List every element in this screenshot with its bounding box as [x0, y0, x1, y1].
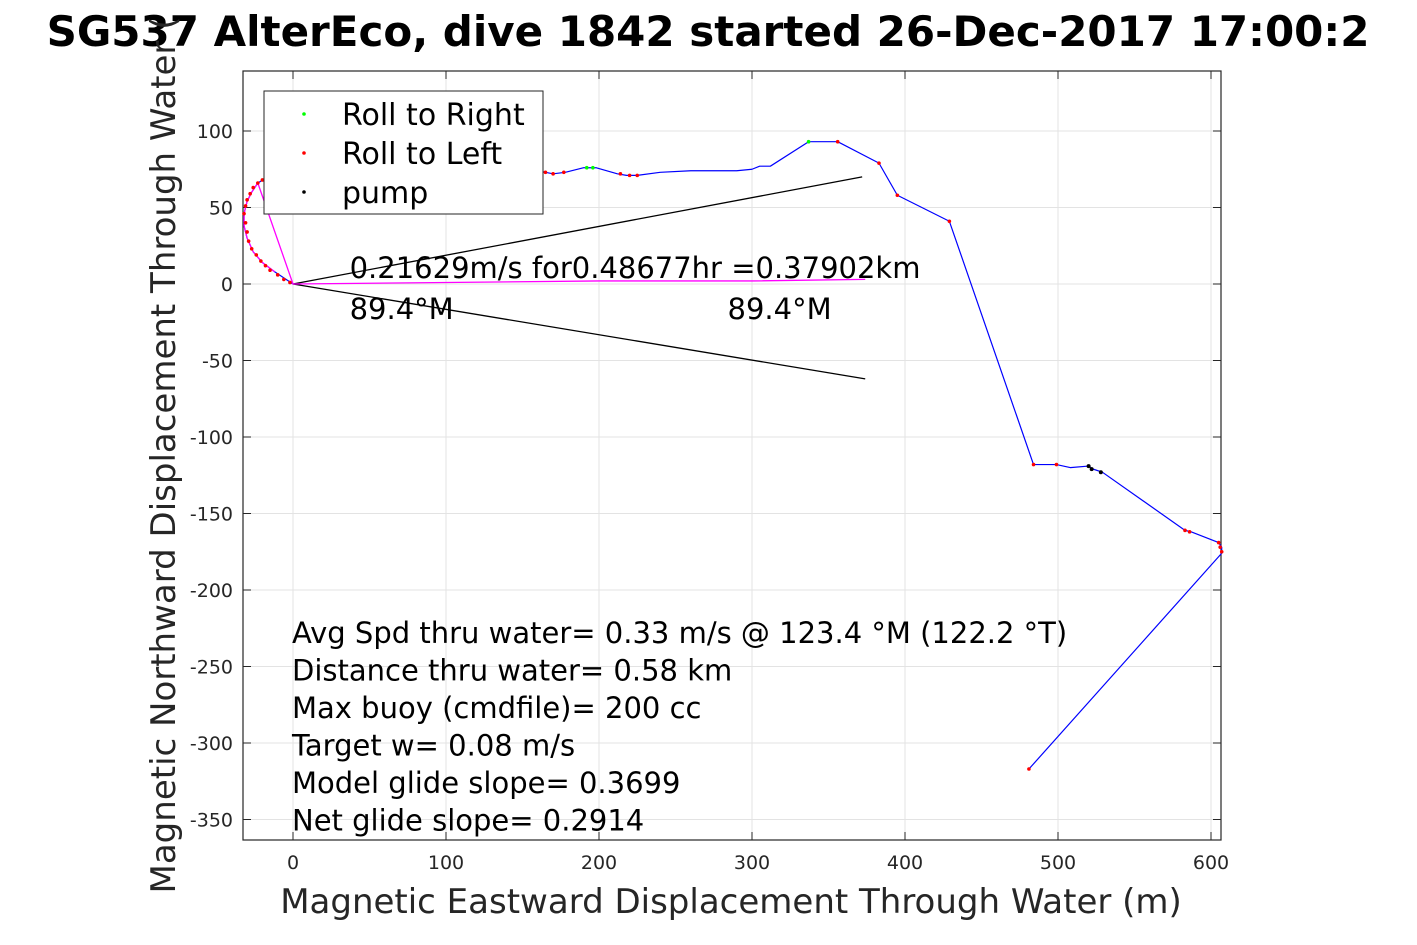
y-axis-label: Magnetic Northward Displacement Through … — [144, 17, 184, 894]
y-tick-label: -350 — [190, 810, 233, 832]
legend-entry: Roll to Left — [342, 137, 502, 172]
y-tick-labels: 100 50 0 -50 -100 -150 -200 -250 -300 -350 — [190, 121, 233, 832]
roll-left-point — [260, 178, 265, 182]
legend-marker — [302, 151, 306, 155]
roll-left-point — [263, 263, 268, 268]
roll-left-point — [895, 193, 900, 198]
x-tick-label: 200 — [581, 852, 617, 874]
x-tick-label: 0 — [287, 852, 299, 874]
roll-left-point — [1183, 528, 1187, 533]
heading-annotation: 89.4°M — [728, 292, 832, 326]
x-axis-label: Magnetic Eastward Displacement Through W… — [280, 882, 1182, 922]
x-tick-label: 100 — [428, 852, 464, 874]
roll-left-point — [268, 268, 272, 273]
roll-left-point — [288, 280, 292, 285]
legend-entry: pump — [342, 176, 428, 211]
y-tick-label: -100 — [190, 427, 233, 449]
info-text-block: Avg Spd thru water= 0.33 m/s @ 123.4 °M … — [291, 616, 1067, 838]
y-tick-label: -250 — [190, 657, 233, 679]
info-line: Target w= 0.08 m/s — [291, 729, 575, 763]
x-tick-label: 300 — [734, 852, 770, 874]
roll-left-point — [256, 181, 260, 185]
wedge-line — [292, 283, 866, 380]
roll-left-point — [251, 185, 256, 190]
legend-entry: Roll to Right — [342, 98, 525, 133]
y-tick-label: 50 — [209, 198, 233, 220]
heading-wedge — [292, 176, 866, 380]
info-line: Max buoy (cmdfile)= 200 cc — [292, 691, 701, 725]
info-line: Avg Spd thru water= 0.33 m/s @ 123.4 °M … — [292, 616, 1067, 650]
plot-area — [242, 70, 1222, 841]
roll-left-point — [1218, 545, 1222, 549]
roll-left-point — [947, 219, 952, 224]
roll-left-point — [249, 247, 254, 251]
legend: Roll to Right Roll to Left pump — [263, 90, 544, 215]
pump-point — [1089, 467, 1094, 472]
roll-left-point — [243, 221, 248, 225]
roll-left-point — [245, 198, 249, 202]
roll-left-point — [259, 259, 263, 263]
y-tick-label: -150 — [190, 504, 233, 526]
roll-left-point — [1219, 549, 1224, 554]
y-tick-label: -300 — [190, 733, 233, 755]
roll-left-point — [551, 172, 555, 176]
roll-left-point — [242, 211, 246, 216]
roll-left-point — [282, 277, 286, 282]
y-tick-label: 100 — [197, 121, 233, 143]
roll-left-point — [245, 230, 249, 234]
roll-left-point — [618, 172, 623, 176]
roll-left-point — [877, 161, 881, 165]
heading-annotation: 89.4°M — [350, 292, 454, 326]
legend-marker — [302, 190, 306, 194]
info-line: Distance thru water= 0.58 km — [292, 654, 732, 688]
roll-left-point — [1027, 767, 1031, 771]
heading-annotation: 0.21629m/s for0.48677hr =0.37902km — [350, 251, 921, 285]
roll-left-point — [1054, 462, 1059, 467]
legend-marker — [302, 112, 306, 116]
y-tick-label: -200 — [190, 580, 233, 602]
x-tick-label: 500 — [1040, 852, 1076, 874]
roll-left-point — [835, 139, 840, 144]
track-markers — [242, 139, 1224, 771]
roll-left-point — [254, 253, 259, 257]
roll-left-point — [1031, 462, 1036, 467]
x-tick-label: 600 — [1193, 852, 1229, 874]
roll-right-point — [806, 139, 811, 144]
y-tick-label: -50 — [202, 351, 233, 373]
roll-left-point — [243, 204, 248, 208]
pump-point — [1098, 470, 1103, 475]
chart-title: SG537 AlterEco, dive 1842 started 26-Dec… — [47, 7, 1370, 56]
legend-box — [263, 90, 544, 215]
grid-lines — [243, 71, 1221, 840]
roll-left-point — [246, 239, 251, 243]
y-tick-label: 0 — [221, 274, 233, 296]
roll-left-point — [562, 170, 566, 175]
roll-left-point — [248, 191, 252, 196]
info-line: Net glide slope= 0.2914 — [292, 804, 644, 838]
roll-left-point — [1216, 540, 1221, 545]
info-line: Model glide slope= 0.3699 — [292, 766, 680, 800]
roll-left-point — [1187, 530, 1192, 534]
x-tick-labels: 0 100 200 300 400 500 600 — [287, 852, 1229, 874]
roll-left-point — [635, 173, 640, 178]
roll-right-point — [591, 165, 595, 170]
x-tick-label: 400 — [887, 852, 923, 874]
pump-point — [1086, 464, 1091, 469]
roll-left-point — [627, 173, 632, 178]
roll-left-point — [543, 170, 548, 175]
roll-left-point — [275, 273, 280, 277]
annotations: 0.21629m/s for0.48677hr =0.37902km 89.4°M… — [350, 251, 921, 326]
roll-right-point — [584, 165, 589, 170]
wedge-line — [292, 176, 863, 285]
